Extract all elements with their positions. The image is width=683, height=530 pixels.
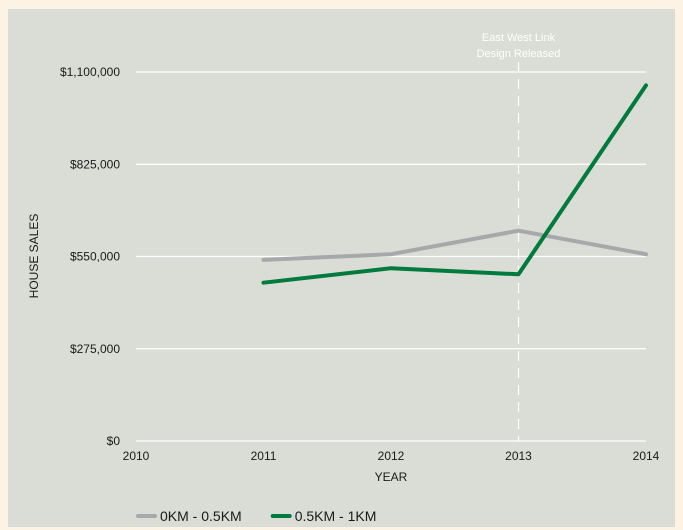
gridlines [136, 71, 646, 442]
y-axis-ticks: $0 $275,000 $550,000 $825,000 $1,100,000 [60, 65, 120, 448]
y-tick-label: $825,000 [70, 157, 120, 171]
legend-label-2: 0.5KM - 1KM [295, 508, 377, 524]
x-axis-title: YEAR [375, 470, 408, 484]
annotation-group: East West Link Design Released [477, 32, 561, 441]
legend: 0KM - 0.5KM 0.5KM - 1KM [136, 508, 377, 524]
series-lines [261, 83, 648, 285]
annotation-label-line-2: Design Released [477, 48, 561, 60]
x-tick-label: 2014 [633, 449, 660, 463]
x-tick-label: 2013 [505, 449, 532, 463]
series-line-2 [261, 83, 648, 285]
x-axis-ticks: 2010 2011 2012 2013 2014 [123, 449, 660, 463]
x-tick-label: 2012 [378, 449, 405, 463]
series-line-1 [261, 228, 648, 262]
y-tick-label: $1,100,000 [60, 65, 120, 79]
y-axis-title: HOUSE SALES [27, 214, 41, 299]
y-tick-label: $0 [107, 434, 121, 448]
y-tick-label: $550,000 [70, 250, 120, 264]
y-tick-label: $275,000 [70, 342, 120, 356]
x-tick-label: 2011 [251, 449, 277, 463]
legend-label-1: 0KM - 0.5KM [160, 508, 242, 524]
x-tick-label: 2010 [123, 449, 150, 463]
annotation-label-line-1: East West Link [482, 32, 556, 44]
